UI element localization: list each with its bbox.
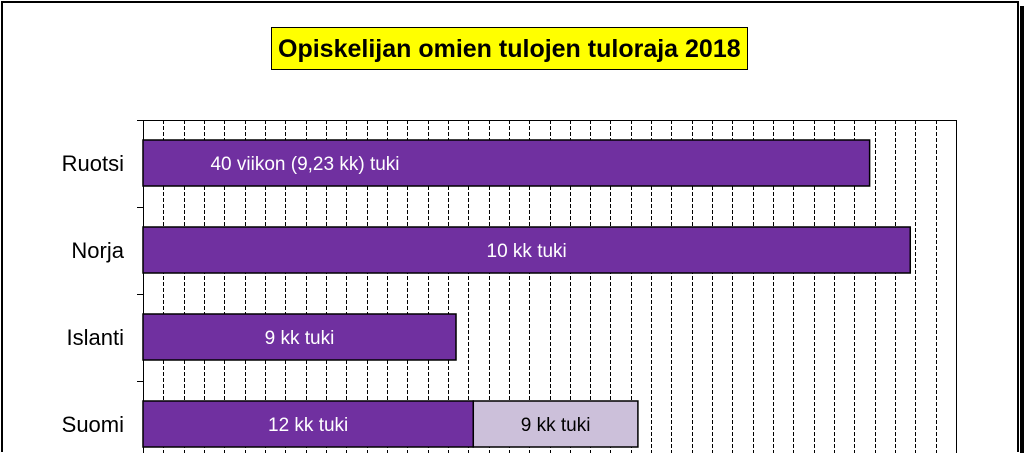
bar-label: 9 kk tuki <box>265 328 335 349</box>
chart-title: Opiskelijan omien tulojen tuloraja 2018 <box>271 27 748 70</box>
category-label: Islanti <box>67 325 124 350</box>
bar <box>142 313 457 361</box>
bar <box>472 400 639 448</box>
bar-label: 40 viikon (9,23 kk) tuki <box>210 154 399 175</box>
category-label: Ruotsi <box>62 151 124 176</box>
bar <box>142 139 871 187</box>
bar <box>142 226 912 274</box>
frame-shadow <box>1020 6 1024 453</box>
category-label: Norja <box>71 238 124 263</box>
bar-label: 12 kk tuki <box>268 415 348 436</box>
bar-label: 10 kk tuki <box>487 241 567 262</box>
bar-label: 9 kk tuki <box>521 415 591 436</box>
category-label: Suomi <box>62 412 124 437</box>
bar <box>142 400 475 448</box>
